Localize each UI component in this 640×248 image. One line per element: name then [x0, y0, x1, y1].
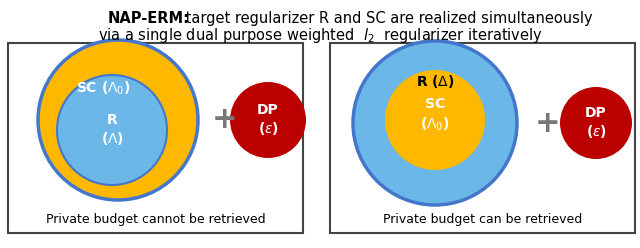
Text: SC
($\Lambda_0$): SC ($\Lambda_0$) [420, 97, 450, 133]
Text: DP
($\epsilon$): DP ($\epsilon$) [585, 106, 607, 140]
Text: Private budget cannot be retrieved: Private budget cannot be retrieved [45, 214, 266, 226]
Text: via a single dual purpose weighted  $\mathit{l}_2$  regularizer iteratively: via a single dual purpose weighted $\mat… [97, 26, 543, 45]
Circle shape [560, 87, 632, 159]
Text: NAP-ERM:: NAP-ERM: [108, 11, 190, 26]
Text: DP
($\epsilon$): DP ($\epsilon$) [257, 103, 279, 137]
Text: +: + [535, 109, 561, 137]
Circle shape [230, 82, 306, 158]
Circle shape [385, 70, 485, 170]
Bar [330, 43, 635, 233]
Text: +: + [212, 105, 238, 134]
Text: R ($\Delta$): R ($\Delta$) [416, 72, 454, 90]
Circle shape [353, 41, 517, 205]
Text: target regularizer R and SC are realized simultaneously: target regularizer R and SC are realized… [181, 11, 593, 26]
Text: Private budget can be retrieved: Private budget can be retrieved [383, 214, 582, 226]
Circle shape [57, 75, 167, 185]
Circle shape [38, 40, 198, 200]
Bar [8, 43, 303, 233]
Text: SC ($\Lambda_0$): SC ($\Lambda_0$) [76, 79, 131, 97]
Text: R
($\Lambda$): R ($\Lambda$) [100, 113, 124, 148]
